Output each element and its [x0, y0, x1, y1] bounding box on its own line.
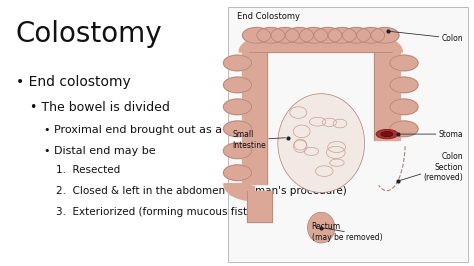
- FancyBboxPatch shape: [228, 7, 468, 262]
- Text: • Proximal end brought out as a stoma: • Proximal end brought out as a stoma: [44, 125, 260, 135]
- Circle shape: [314, 27, 342, 43]
- Circle shape: [257, 27, 285, 43]
- Circle shape: [223, 165, 252, 181]
- Text: • Distal end may be: • Distal end may be: [44, 146, 155, 156]
- Circle shape: [371, 27, 399, 43]
- Circle shape: [223, 99, 252, 115]
- Circle shape: [223, 55, 252, 71]
- Circle shape: [390, 121, 418, 137]
- Text: • The bowel is divided: • The bowel is divided: [30, 101, 170, 114]
- Circle shape: [223, 143, 252, 159]
- Polygon shape: [249, 38, 392, 52]
- Circle shape: [328, 27, 356, 43]
- Circle shape: [390, 55, 418, 71]
- Circle shape: [390, 99, 418, 115]
- Polygon shape: [247, 191, 273, 222]
- Circle shape: [300, 27, 328, 43]
- Text: Colon: Colon: [390, 31, 463, 43]
- Text: • End colostomy: • End colostomy: [16, 75, 130, 89]
- Text: 2.  Closed & left in the abdomen (Hartman's procedure): 2. Closed & left in the abdomen (Hartman…: [55, 186, 346, 196]
- Circle shape: [356, 27, 385, 43]
- Text: Stoma: Stoma: [401, 130, 463, 139]
- Ellipse shape: [381, 132, 393, 137]
- Circle shape: [243, 27, 271, 43]
- Polygon shape: [239, 36, 267, 52]
- Text: Small
Intestine: Small Intestine: [232, 130, 285, 149]
- Ellipse shape: [376, 130, 398, 139]
- Ellipse shape: [308, 212, 335, 243]
- Circle shape: [342, 27, 371, 43]
- Text: Colon
Section
(removed): Colon Section (removed): [401, 152, 463, 182]
- Circle shape: [223, 121, 252, 137]
- Polygon shape: [224, 184, 255, 201]
- Text: End Colostomy: End Colostomy: [237, 12, 300, 21]
- Polygon shape: [242, 52, 267, 184]
- Text: 3.  Exteriorized (forming mucous fistula): 3. Exteriorized (forming mucous fistula): [55, 207, 267, 217]
- Text: 1.  Resected: 1. Resected: [55, 165, 120, 174]
- Circle shape: [271, 27, 299, 43]
- Circle shape: [223, 77, 252, 93]
- Polygon shape: [374, 36, 402, 52]
- Text: Rectum
(may be removed): Rectum (may be removed): [312, 222, 383, 242]
- Text: Colostomy: Colostomy: [16, 20, 162, 48]
- Circle shape: [285, 27, 313, 43]
- Ellipse shape: [278, 94, 365, 193]
- Polygon shape: [374, 52, 400, 140]
- Circle shape: [390, 77, 418, 93]
